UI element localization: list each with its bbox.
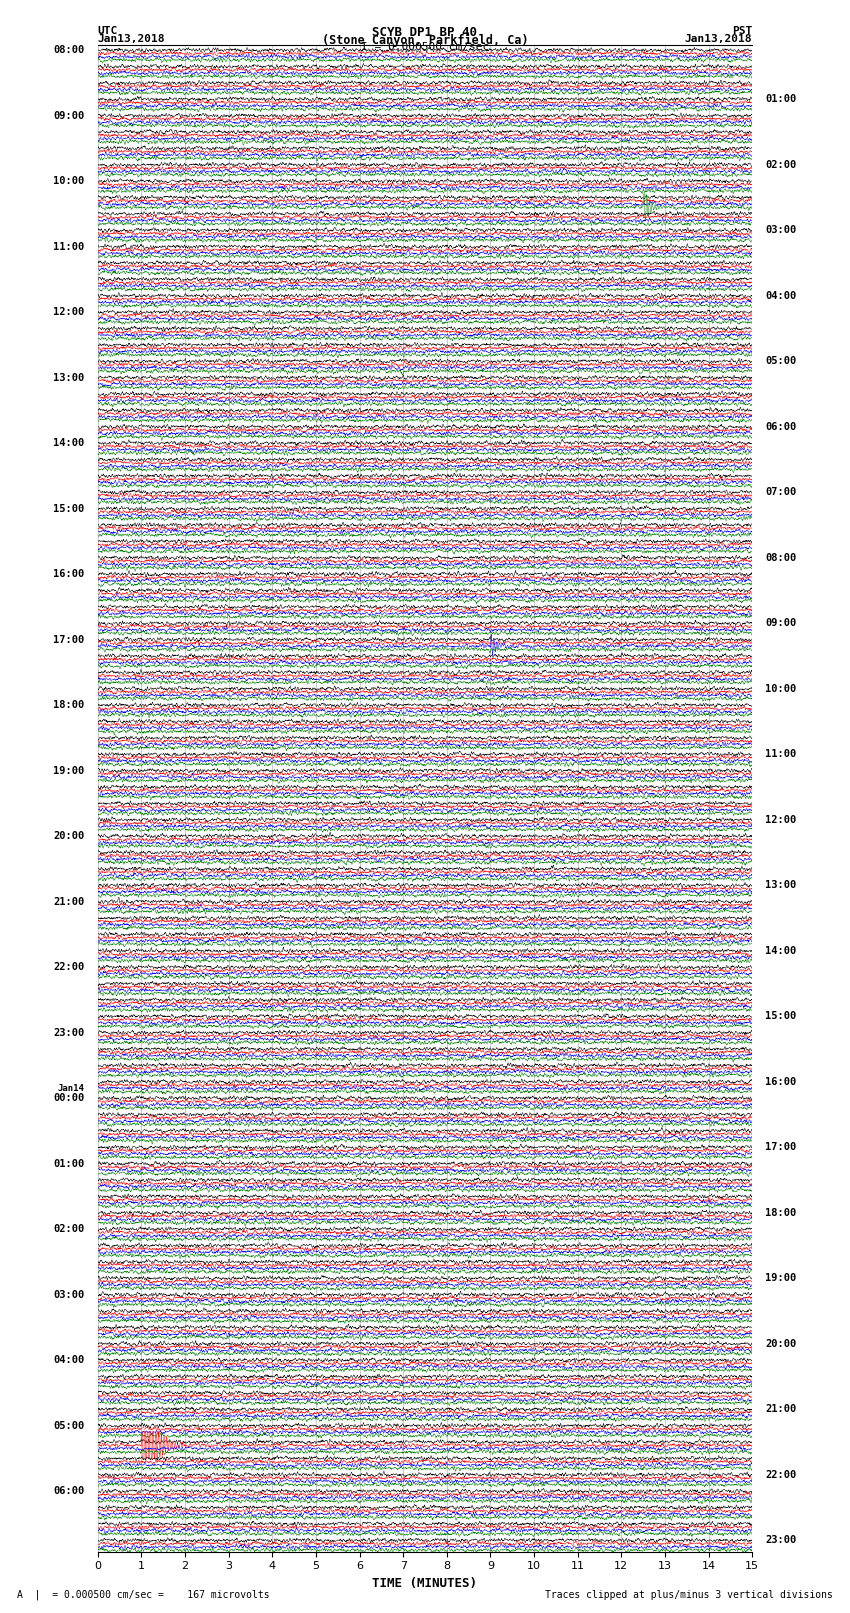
Text: 03:00: 03:00 (765, 226, 796, 235)
Text: 22:00: 22:00 (54, 963, 85, 973)
Text: Jan14: Jan14 (58, 1084, 85, 1094)
Text: 04:00: 04:00 (765, 290, 796, 300)
Text: 01:00: 01:00 (54, 1158, 85, 1169)
Text: 12:00: 12:00 (54, 306, 85, 318)
Text: 08:00: 08:00 (54, 45, 85, 55)
Text: 13:00: 13:00 (54, 373, 85, 382)
Text: 02:00: 02:00 (54, 1224, 85, 1234)
Text: 20:00: 20:00 (54, 831, 85, 842)
Text: 19:00: 19:00 (765, 1273, 796, 1284)
Text: 05:00: 05:00 (765, 356, 796, 366)
Text: PST: PST (732, 26, 752, 35)
Text: 14:00: 14:00 (765, 945, 796, 957)
Text: 03:00: 03:00 (54, 1290, 85, 1300)
Text: 19:00: 19:00 (54, 766, 85, 776)
Text: (Stone Canyon, Parkfield, Ca): (Stone Canyon, Parkfield, Ca) (321, 34, 529, 47)
Text: 15:00: 15:00 (765, 1011, 796, 1021)
Text: 18:00: 18:00 (765, 1208, 796, 1218)
Text: SCYB DP1 BP 40: SCYB DP1 BP 40 (372, 26, 478, 39)
Text: 23:00: 23:00 (765, 1536, 796, 1545)
Text: 04:00: 04:00 (54, 1355, 85, 1365)
Text: 20:00: 20:00 (765, 1339, 796, 1348)
Text: 09:00: 09:00 (765, 618, 796, 629)
Text: 21:00: 21:00 (54, 897, 85, 907)
Text: 17:00: 17:00 (765, 1142, 796, 1152)
Text: 10:00: 10:00 (54, 176, 85, 185)
Text: 01:00: 01:00 (765, 94, 796, 105)
Text: Jan13,2018: Jan13,2018 (685, 34, 752, 44)
Text: 11:00: 11:00 (765, 750, 796, 760)
X-axis label: TIME (MINUTES): TIME (MINUTES) (372, 1578, 478, 1590)
Text: 08:00: 08:00 (765, 553, 796, 563)
Text: 16:00: 16:00 (54, 569, 85, 579)
Text: 17:00: 17:00 (54, 634, 85, 645)
Text: 13:00: 13:00 (765, 881, 796, 890)
Text: 14:00: 14:00 (54, 439, 85, 448)
Text: 16:00: 16:00 (765, 1077, 796, 1087)
Text: 05:00: 05:00 (54, 1421, 85, 1431)
Text: Traces clipped at plus/minus 3 vertical divisions: Traces clipped at plus/minus 3 vertical … (545, 1590, 833, 1600)
Text: 22:00: 22:00 (765, 1469, 796, 1479)
Text: 10:00: 10:00 (765, 684, 796, 694)
Text: 23:00: 23:00 (54, 1027, 85, 1037)
Text: 11:00: 11:00 (54, 242, 85, 252)
Text: 02:00: 02:00 (765, 160, 796, 169)
Text: 12:00: 12:00 (765, 815, 796, 824)
Text: 09:00: 09:00 (54, 111, 85, 121)
Text: 15:00: 15:00 (54, 503, 85, 513)
Text: 21:00: 21:00 (765, 1405, 796, 1415)
Text: 00:00: 00:00 (54, 1094, 85, 1103)
Text: I = 0.000500 cm/sec: I = 0.000500 cm/sec (361, 42, 489, 52)
Text: Jan13,2018: Jan13,2018 (98, 34, 165, 44)
Text: 07:00: 07:00 (765, 487, 796, 497)
Text: 06:00: 06:00 (54, 1486, 85, 1497)
Text: 18:00: 18:00 (54, 700, 85, 710)
Text: 06:00: 06:00 (765, 423, 796, 432)
Text: A  |  = 0.000500 cm/sec =    167 microvolts: A | = 0.000500 cm/sec = 167 microvolts (17, 1589, 269, 1600)
Text: UTC: UTC (98, 26, 118, 35)
